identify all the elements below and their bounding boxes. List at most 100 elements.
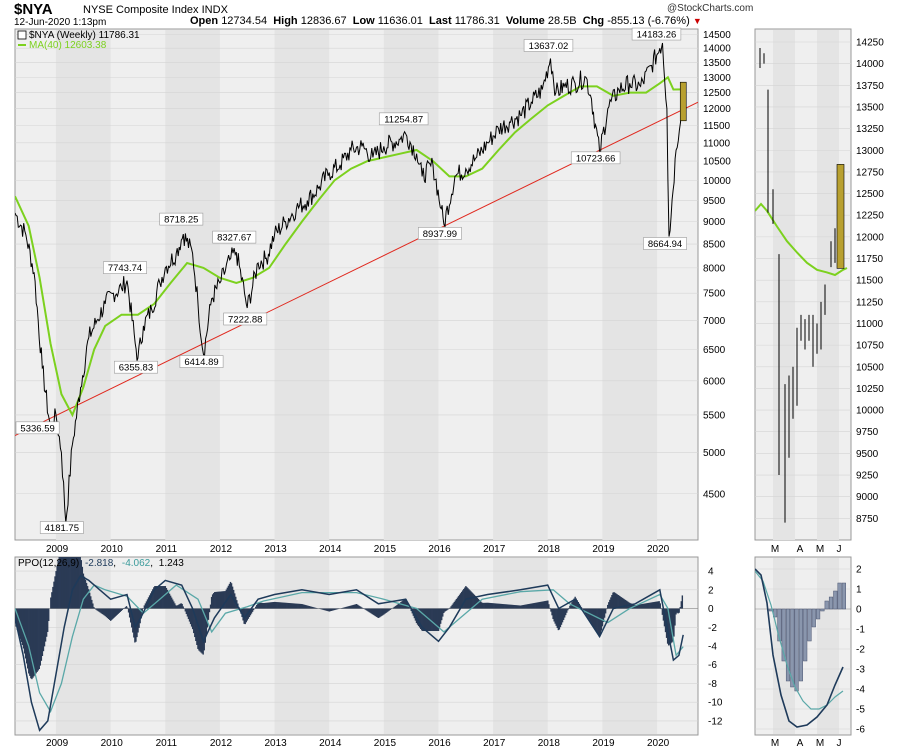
y-tick-label: 5000 <box>703 448 726 459</box>
ppo-hist-bar <box>257 603 259 609</box>
ppo-hist-bar <box>282 602 284 609</box>
ppo-hist-bar <box>173 601 175 609</box>
ppo-hist-bar <box>552 608 554 620</box>
ppo-hist-bar <box>547 600 549 609</box>
ppo-hist-bar <box>303 604 305 609</box>
ppo-hist-bar <box>355 604 358 609</box>
ppo-hist-bar <box>676 608 678 613</box>
ppo-hist-bar <box>601 608 604 627</box>
ppo-legend-hist: 1.243 <box>159 558 184 569</box>
ppo-hist-bar <box>508 604 510 609</box>
ppo-hist-bar <box>284 602 286 609</box>
ppo-hist-bar <box>444 608 446 612</box>
ppo-hist-bar <box>283 602 285 609</box>
ppo-legend-sep1: , <box>113 558 116 569</box>
ppo-hist-bar <box>456 597 459 609</box>
annotation-label: 8664.94 <box>643 237 687 250</box>
current-week-highlight <box>679 81 687 122</box>
ppo-hist-bar <box>178 604 180 609</box>
ppo-hist-bar <box>100 608 102 614</box>
zoom-ppo-histogram <box>768 582 846 692</box>
ppo-hist-bar <box>650 602 652 609</box>
ppo-hist-bar <box>352 604 355 609</box>
annotation-box <box>631 27 682 41</box>
ppo-hist-bar <box>541 601 544 609</box>
annotation-label: 8718.25 <box>159 212 204 226</box>
price-legend-swatch <box>17 30 27 40</box>
ppo-hist-bar <box>466 587 468 609</box>
quote-bar: Open 12734.54 High 12836.67 Low 11636.01… <box>190 15 702 27</box>
ppo-hist-bar <box>608 602 610 609</box>
ppo-hist-bar <box>406 601 408 609</box>
high-value: 12836.67 <box>300 15 347 27</box>
ppo-hist-bar <box>265 602 267 609</box>
ppo-hist-bar <box>281 602 283 609</box>
ppo-hist-bar <box>176 605 178 609</box>
y-tick-label: 5500 <box>703 410 726 421</box>
ppo-hist-bar <box>98 608 100 612</box>
ppo-hist-bar <box>576 600 578 609</box>
zoom-ppo-hist-bar <box>816 608 821 620</box>
year-label: 2020 <box>647 738 670 749</box>
ppo-hist-bar <box>300 603 302 609</box>
ppo-hist-bar <box>507 604 509 609</box>
annotation-text: 8327.67 <box>217 233 251 244</box>
ppo-hist-bar <box>447 608 449 610</box>
ppo-hist-bar <box>24 608 27 659</box>
ppo-hist-bar <box>634 605 636 609</box>
ppo-hist-bar <box>568 607 570 609</box>
ppo-hist-bar <box>280 602 282 609</box>
ppo-hist-bar <box>102 608 105 615</box>
ppo-hist-bar <box>25 608 28 664</box>
ppo-hist-bar <box>223 591 225 609</box>
ppo-hist-bar <box>471 592 473 609</box>
ppo-hist-bar <box>226 587 229 609</box>
ppo-hist-bar <box>643 603 646 609</box>
ppo-hist-bar <box>312 607 315 609</box>
ppo-hist-bar <box>301 604 303 609</box>
ppo-hist-bar <box>432 608 435 632</box>
ppo-hist-bar <box>596 608 598 634</box>
ppo-hist-bar <box>70 557 72 609</box>
ppo-hist-bar <box>158 586 160 609</box>
year-label: 2014 <box>319 738 342 749</box>
ppo-hist-bar <box>211 594 214 609</box>
zoom-y-tick: 11750 <box>856 254 884 265</box>
ppo-hist-bar <box>489 602 491 609</box>
ppo-hist-bar <box>323 608 325 611</box>
year-band <box>602 30 658 540</box>
ppo-hist-bar <box>342 607 344 609</box>
ppo-hist-bar <box>215 591 217 609</box>
ppo-hist-bar <box>166 589 169 609</box>
ppo-hist-bar <box>521 605 524 609</box>
ppo-hist-bar <box>484 602 486 609</box>
ppo-hist-bar <box>36 608 38 672</box>
ppo-hist-bar <box>562 608 565 620</box>
zoom-ppo-x-label: J <box>837 738 842 749</box>
ppo-hist-bar <box>311 606 314 609</box>
year-label: 2017 <box>483 738 506 749</box>
ppo-hist-bar <box>360 606 362 609</box>
index-title: NYSE Composite Index <box>83 4 199 16</box>
low-label: Low <box>352 15 375 27</box>
ppo-hist-bar <box>381 608 383 616</box>
year-band <box>165 30 220 540</box>
ppo-hist-bar <box>617 594 619 609</box>
high-label: High <box>273 15 298 27</box>
ppo-hist-bar <box>143 605 146 609</box>
ppo-hist-bar <box>46 608 49 632</box>
ppo-legend-text: PPO(12,26,9) -2.818, -4.062, 1.243 <box>18 558 184 569</box>
zoom-y-tick: 9000 <box>856 492 879 503</box>
ppo-hist-bar <box>618 595 620 609</box>
ppo-hist-bar <box>181 603 183 609</box>
zoom-y-tick: 11500 <box>856 276 884 287</box>
ppo-hist-bar <box>652 602 654 609</box>
zoom-y-tick: 12250 <box>856 211 884 222</box>
brand-link[interactable]: @StockCharts.com <box>667 3 754 14</box>
annotation-text: 7743.74 <box>108 263 142 274</box>
ppo-hist-bar <box>495 603 498 609</box>
year-label: 2020 <box>647 544 670 555</box>
ppo-hist-bar <box>115 608 117 616</box>
ppo-hist-bar <box>645 603 648 609</box>
year-label: 2013 <box>265 738 288 749</box>
